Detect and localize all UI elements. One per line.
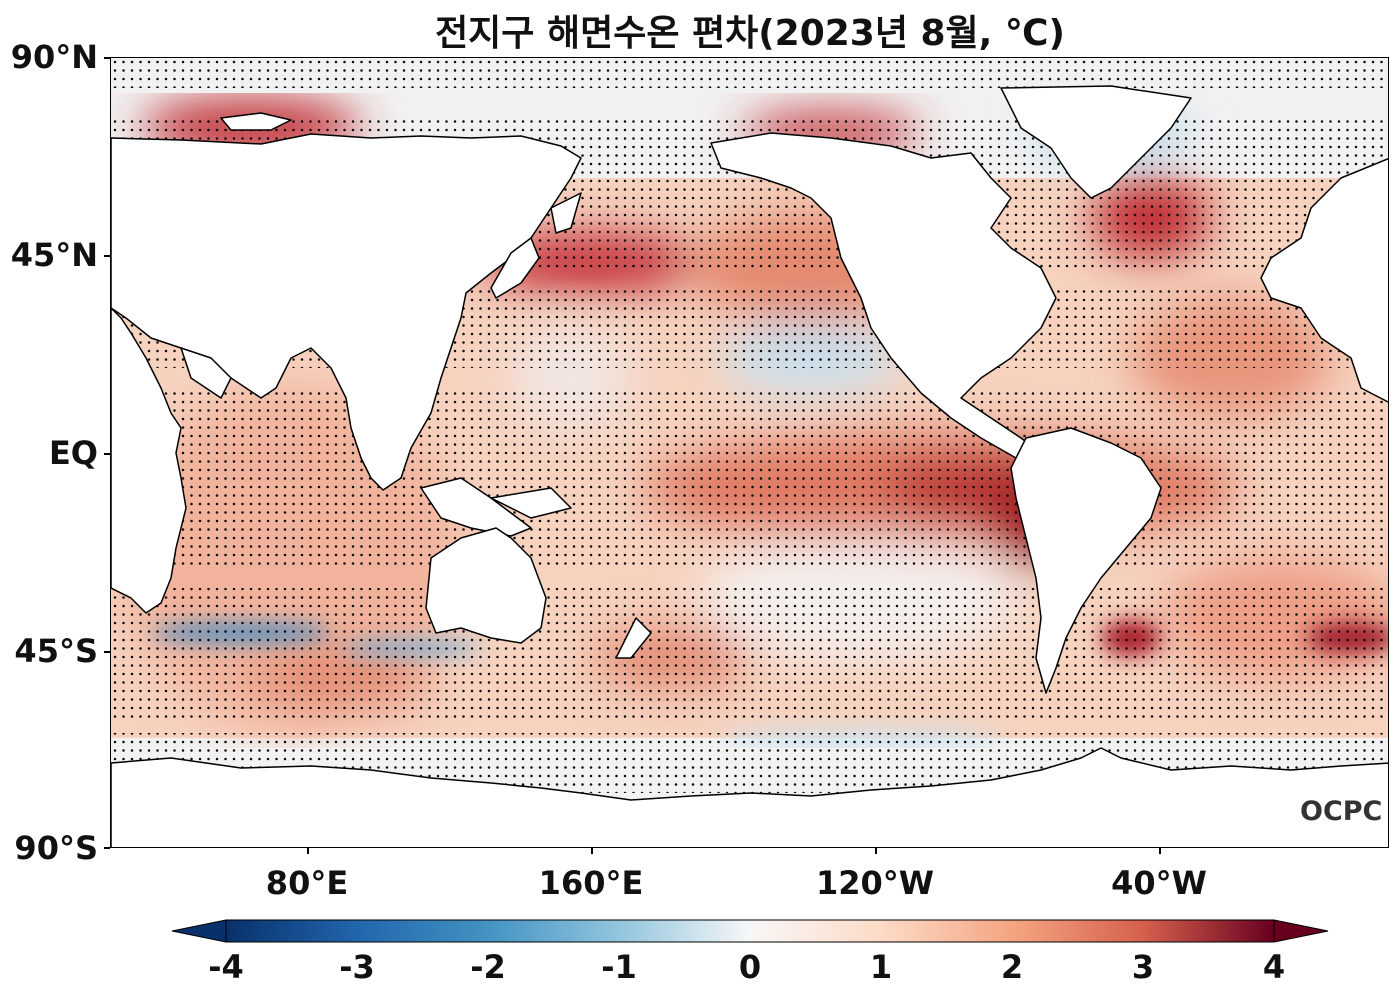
land-kamchatka: [550, 192, 582, 234]
lat-tick: [104, 453, 110, 455]
lat-label-eq: EQ: [48, 434, 98, 472]
lat-tick: [104, 255, 110, 257]
colorbar-tick-label: 1: [869, 948, 893, 986]
lat-label-45n: 45°N: [10, 236, 98, 274]
land-antarctica: [111, 747, 1388, 847]
land-masses: [111, 85, 1388, 847]
land-europe-africa-east: [1260, 158, 1388, 403]
land-new-guinea: [490, 487, 572, 519]
land-eurasia: [111, 133, 582, 491]
land-australia: [425, 527, 547, 644]
colorbar-tick-label: -3: [339, 948, 375, 986]
colorbar-tick-label: 2: [1000, 948, 1024, 986]
colorbar-extend-low: [171, 919, 227, 943]
lon-tick: [307, 848, 309, 854]
sst-anomaly-map: [110, 57, 1389, 848]
lon-label-160e: 160°E: [538, 864, 644, 902]
colorbar-tick-label: -4: [208, 948, 244, 986]
land-south-america: [1010, 427, 1162, 694]
colorbar: [171, 919, 1329, 943]
colorbar-extend-high: [1273, 919, 1329, 943]
lat-tick: [104, 57, 110, 59]
lat-label-90n: 90°N: [10, 38, 98, 76]
land-arctic-islands: [220, 112, 292, 131]
lon-label-120w: 120°W: [815, 864, 935, 902]
lat-label-90s: 90°S: [14, 829, 98, 867]
colorbar-body: [225, 919, 1275, 943]
lat-label-45s: 45°S: [14, 632, 98, 670]
colorbar-tick-label: -1: [601, 948, 637, 986]
lon-label-40w: 40°W: [1111, 864, 1207, 902]
lon-tick: [1159, 848, 1161, 854]
lat-tick: [104, 651, 110, 653]
colorbar-tick-label: 3: [1131, 948, 1155, 986]
land-arabia: [180, 347, 232, 399]
significance-stippling: [111, 58, 1388, 793]
land-indonesia: [420, 477, 532, 537]
ocpc-logo: OCPC: [1300, 796, 1383, 827]
lat-tick: [104, 847, 110, 849]
land-japan: [490, 237, 540, 299]
lon-tick: [591, 848, 593, 854]
colorbar-tick-label: -2: [470, 948, 506, 986]
land-new-zealand: [615, 617, 652, 659]
page-title: 전지구 해면수온 편차(2023년 8월, ℃): [435, 13, 1065, 54]
colorbar-tick-label: 4: [1262, 948, 1286, 986]
colorbar-tick-label: 0: [738, 948, 762, 986]
land-greenland: [1000, 85, 1192, 199]
land-africa: [111, 307, 187, 614]
lon-tick: [875, 848, 877, 854]
land-north-america: [710, 132, 1057, 459]
lon-label-80e: 80°E: [265, 864, 349, 902]
map-canvas: [111, 58, 1388, 847]
